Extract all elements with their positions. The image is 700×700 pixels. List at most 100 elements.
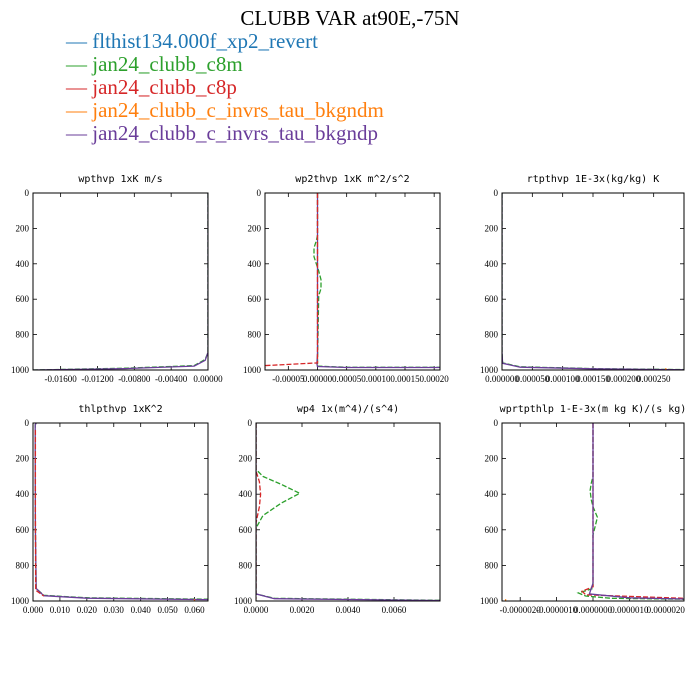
panel-title-4: wp4 1x(m^4)/(s^4) bbox=[297, 404, 399, 415]
series-line-4-2 bbox=[256, 423, 440, 601]
x-tick-label-3-6: 0.060 bbox=[184, 605, 205, 615]
y-tick-label-2-5: 1000 bbox=[480, 365, 499, 375]
y-tick-label-1-3: 600 bbox=[248, 294, 262, 304]
series-line-3-2 bbox=[34, 430, 45, 597]
panel-5: wprtpthlp 1-E-3x(m kg K)/(s kg)0 200 400 60… bbox=[480, 404, 686, 615]
panel-4: wp4 1x(m^4)/(s^4) 0 200 400 600 800 10000.0000… bbox=[234, 404, 441, 615]
y-tick-label-1-2: 400 bbox=[248, 259, 262, 269]
panel-title-3: thlpthvp 1xK^2 bbox=[78, 404, 162, 415]
series-line-1-0 bbox=[313, 193, 440, 368]
x-tick-label-4-3: 0.0060 bbox=[382, 605, 407, 615]
x-tick-label-1-1: 0.00000 bbox=[303, 374, 333, 384]
legend-marker-0: — bbox=[66, 29, 87, 53]
legend-marker-3: — bbox=[66, 98, 87, 122]
y-tick-label-0-3: 600 bbox=[16, 294, 30, 304]
x-tick-label-4-1: 0.0020 bbox=[290, 605, 315, 615]
legend-label-2: jan24_clubb_c8p bbox=[92, 75, 237, 99]
legend-item-0: — flthist134.000f_xp2_revert bbox=[66, 30, 384, 53]
x-tick-label-5-2: 0.0000000 bbox=[574, 605, 613, 615]
plot-frame-0 bbox=[32, 192, 209, 371]
panel-title-5: wprtpthlp 1-E-3x(m kg K)/(s kg) bbox=[500, 404, 687, 415]
legend-marker-4: — bbox=[66, 121, 87, 145]
x-tick-label-4-0: 0.0000 bbox=[244, 605, 269, 615]
legend-label-0: flthist134.000f_xp2_revert bbox=[92, 29, 318, 53]
x-tick-label-2-5: 0.000250 bbox=[637, 374, 671, 384]
x-tick-label-3-3: 0.030 bbox=[104, 605, 125, 615]
series-line-5-2 bbox=[588, 423, 684, 600]
x-tick-label-5-1: -0.0000010 bbox=[536, 605, 578, 615]
series-line-1-1 bbox=[316, 193, 440, 369]
x-tick-label-1-3: 0.00010 bbox=[361, 374, 391, 384]
y-tick-label-4-0: 0 bbox=[248, 418, 253, 428]
y-tick-label-2-0: 0 bbox=[494, 188, 499, 198]
series-line-0-1 bbox=[33, 193, 208, 370]
x-tick-label-5-0: -0.0000020 bbox=[500, 605, 542, 615]
legend-item-4: — jan24_clubb_c_invrs_tau_bkgndp bbox=[66, 122, 384, 145]
legend-label-4: jan24_clubb_c_invrs_tau_bkgndp bbox=[92, 121, 379, 145]
y-tick-label-4-2: 400 bbox=[239, 489, 253, 499]
series-line-3-0 bbox=[34, 423, 208, 600]
y-tick-label-1-5: 1000 bbox=[243, 365, 262, 375]
x-tick-label-3-4: 0.040 bbox=[131, 605, 152, 615]
y-tick-label-5-3: 600 bbox=[485, 525, 499, 535]
x-tick-label-1-5: 0.00020 bbox=[420, 374, 450, 384]
panel-title-0: wpthvp 1xK m/s bbox=[78, 174, 162, 185]
y-tick-label-4-1: 200 bbox=[239, 454, 253, 464]
legend-marker-2: — bbox=[66, 75, 87, 99]
x-tick-label-2-0: 0.000000 bbox=[485, 374, 519, 384]
plot-frame-4 bbox=[255, 422, 441, 602]
y-tick-label-0-5: 1000 bbox=[11, 365, 30, 375]
x-tick-label-2-3: 0.000150 bbox=[576, 374, 610, 384]
legend-item-1: — jan24_clubb_c8m bbox=[66, 53, 384, 76]
series-line-2-1 bbox=[502, 193, 684, 370]
y-tick-label-2-1: 200 bbox=[485, 223, 499, 233]
y-tick-label-0-4: 800 bbox=[16, 330, 30, 340]
legend-item-3: — jan24_clubb_c_invrs_tau_bkgndm bbox=[66, 99, 384, 122]
figure-title: CLUBB VAR at90E,-75N bbox=[240, 6, 460, 30]
series-line-1-2 bbox=[265, 193, 319, 369]
x-tick-label-0-2: -0.00800 bbox=[118, 374, 151, 384]
x-tick-label-5-4: 0.0000020 bbox=[647, 605, 686, 615]
x-tick-label-2-1: 0.000050 bbox=[515, 374, 549, 384]
y-tick-label-5-2: 400 bbox=[485, 489, 499, 499]
panel-0: wpthvp 1xK m/s02004006008001000-0.01600-… bbox=[11, 174, 223, 384]
y-tick-label-1-1: 200 bbox=[248, 223, 262, 233]
y-tick-label-2-3: 600 bbox=[485, 294, 499, 304]
plot-frame-2 bbox=[501, 192, 685, 371]
series-line-5-1 bbox=[580, 423, 684, 599]
x-tick-label-0-4: 0.00000 bbox=[193, 374, 223, 384]
x-tick-label-3-0: 0.000 bbox=[23, 605, 44, 615]
y-tick-label-5-4: 800 bbox=[485, 560, 499, 570]
x-tick-label-1-2: 0.00005 bbox=[332, 374, 362, 384]
panel-2: rtpthvp 1E-3x(kg/kg) K020040060080010000… bbox=[480, 174, 685, 384]
y-tick-label-2-4: 800 bbox=[485, 330, 499, 340]
x-tick-label-3-2: 0.020 bbox=[77, 605, 98, 615]
series-line-3-1 bbox=[34, 423, 208, 601]
panel-title-1: wp2thvp 1xK m^2/s^2 bbox=[295, 174, 409, 185]
legend-marker-1: — bbox=[66, 52, 87, 76]
plot-frame-3 bbox=[32, 422, 209, 602]
y-tick-label-0-0: 0 bbox=[25, 188, 30, 198]
plot-frame-1 bbox=[264, 192, 441, 371]
y-tick-label-3-5: 1000 bbox=[11, 596, 30, 606]
x-tick-label-1-0: -0.00005 bbox=[272, 374, 305, 384]
y-tick-label-0-1: 200 bbox=[16, 223, 30, 233]
y-tick-label-4-4: 800 bbox=[239, 560, 253, 570]
x-tick-label-0-0: -0.01600 bbox=[45, 374, 78, 384]
plot-frame-5 bbox=[501, 422, 685, 602]
y-tick-label-3-1: 200 bbox=[16, 454, 30, 464]
x-tick-label-5-3: 0.0000010 bbox=[610, 605, 649, 615]
legend-label-3: jan24_clubb_c_invrs_tau_bkgndm bbox=[92, 98, 384, 122]
legend-item-2: — jan24_clubb_c8p bbox=[66, 76, 384, 99]
y-tick-label-4-3: 600 bbox=[239, 525, 253, 535]
series-line-5-0 bbox=[576, 423, 684, 600]
y-tick-label-4-5: 1000 bbox=[234, 596, 253, 606]
y-tick-label-1-4: 800 bbox=[248, 330, 262, 340]
x-tick-label-2-2: 0.000100 bbox=[546, 374, 580, 384]
x-tick-label-2-4: 0.000200 bbox=[606, 374, 640, 384]
x-tick-label-4-2: 0.0040 bbox=[336, 605, 361, 615]
series-line-4-1 bbox=[256, 423, 262, 600]
legend-label-1: jan24_clubb_c8m bbox=[92, 52, 243, 76]
